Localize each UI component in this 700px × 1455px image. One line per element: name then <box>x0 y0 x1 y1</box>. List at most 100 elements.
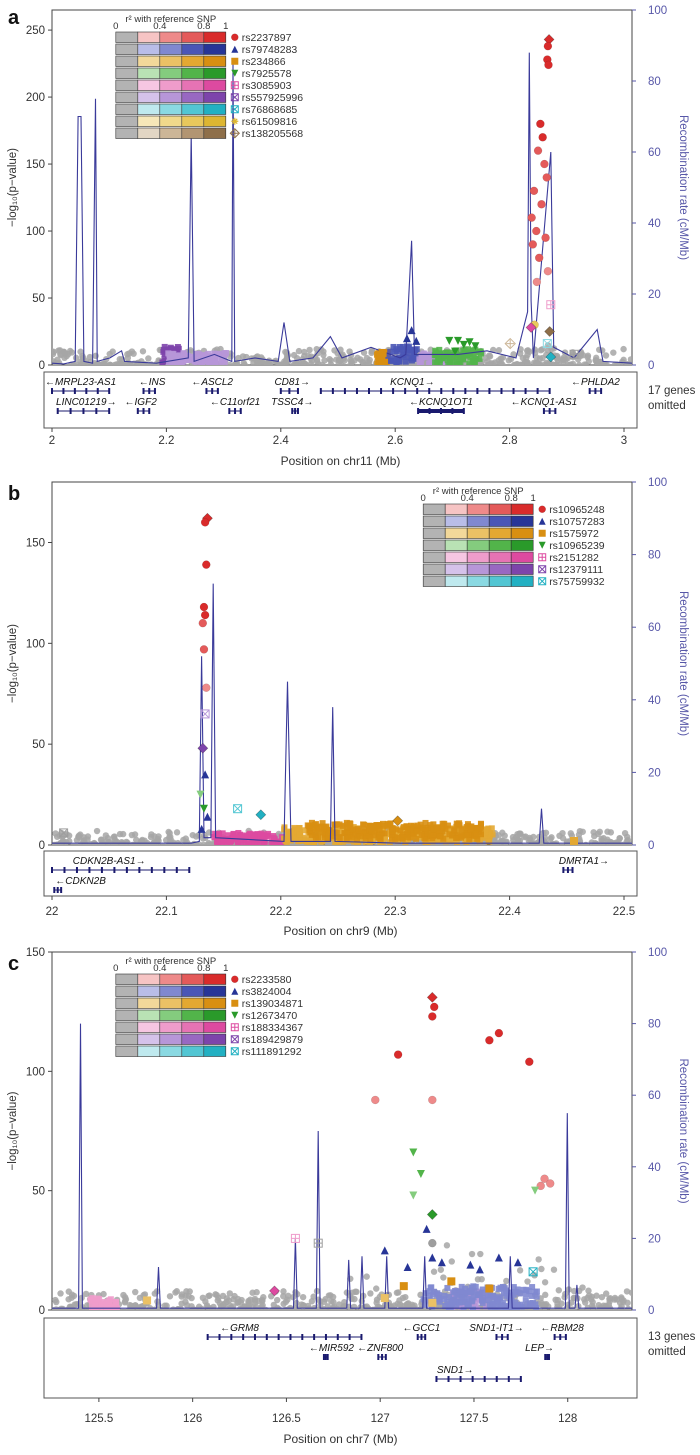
background-snp <box>542 829 550 836</box>
snp-point <box>454 336 462 345</box>
legend-marker <box>231 57 239 65</box>
legend-marker-cross <box>231 81 239 89</box>
y-tick-label: 100 <box>26 638 45 650</box>
ld-cluster-snp <box>385 352 392 359</box>
gene: ←ZNF800 <box>357 1343 404 1360</box>
ld-cluster-snp <box>477 831 484 838</box>
ld-cluster-snp <box>238 833 245 840</box>
snp-point <box>426 991 438 1003</box>
gene-track-frame <box>43 1317 638 1399</box>
ld-cluster-snp <box>264 832 271 839</box>
legend-swatch <box>137 127 161 139</box>
ld-cluster-snp <box>384 820 391 827</box>
gene: KCNQ1→ <box>319 377 551 394</box>
y-axis-label: −log₁₀(p−value) <box>7 148 19 227</box>
legend-swatch <box>159 115 183 127</box>
snp-point <box>504 337 516 350</box>
background-snp <box>132 836 140 844</box>
snp-point <box>543 41 553 51</box>
background-snp <box>477 1250 484 1258</box>
gene-exon <box>100 867 103 873</box>
y2-tick-label: 60 <box>648 1090 661 1102</box>
gene-exon <box>51 388 53 394</box>
gene-exon <box>392 388 395 394</box>
ld-cluster-snp <box>296 834 303 841</box>
ld-cluster-snp <box>453 839 460 845</box>
background-snp <box>214 1297 221 1304</box>
ld-cluster-snp <box>473 832 480 839</box>
legend-marker <box>538 541 546 549</box>
ld-cluster-snp <box>319 820 326 827</box>
snp-point <box>570 836 578 845</box>
panel-c: c 0 50 100 150 0 20 40 60 80 100 −log₁₀(p−value) Rec… <box>7 947 696 1446</box>
background-snp <box>607 829 615 836</box>
legend-swatch <box>181 1033 205 1045</box>
ld-cluster-snp <box>441 352 448 359</box>
snp-point <box>199 804 208 813</box>
legend-swatch <box>159 127 183 139</box>
legend-swatch <box>488 503 512 515</box>
background-snp <box>58 1305 65 1310</box>
background-snp <box>335 1301 343 1308</box>
ld-cluster-snp <box>512 1289 519 1296</box>
background-snp <box>514 836 522 843</box>
y-tick-label: 0 <box>39 360 45 372</box>
legend-swatch <box>510 563 534 575</box>
snp-point <box>528 240 538 249</box>
snp-point <box>199 602 209 612</box>
ld-cluster-snp <box>522 1303 529 1310</box>
ld-cluster-snp <box>320 825 327 832</box>
legend-swatch <box>181 103 205 115</box>
ld-cluster-snp <box>219 830 226 837</box>
ld-cluster-snp <box>368 828 375 835</box>
background-snp <box>86 353 94 361</box>
background-snp <box>132 1288 139 1296</box>
ld-cluster-snp <box>215 350 222 357</box>
snp-point-box <box>200 709 210 719</box>
ld-cluster-snp <box>422 354 429 361</box>
background-snp <box>147 833 155 841</box>
legend-marker-box <box>538 565 547 574</box>
ld-cluster-snp <box>212 356 219 363</box>
snp-point <box>200 709 210 719</box>
background-snp <box>223 1295 231 1302</box>
ld-cluster-snp <box>378 359 385 365</box>
y-tick-label: 50 <box>32 293 45 305</box>
snp-point-box <box>542 339 552 349</box>
gene-exon <box>451 408 454 414</box>
legend-marker-cross <box>538 553 546 561</box>
gene-exon <box>153 388 156 394</box>
ld-cluster-snp <box>98 1302 105 1309</box>
ld-cluster-snp <box>457 1288 464 1295</box>
gene-exon <box>324 1354 327 1360</box>
background-snp <box>549 361 557 365</box>
background-snp <box>174 1306 182 1310</box>
legend-swatch <box>488 527 512 539</box>
y2-tick-label: 20 <box>648 1233 661 1245</box>
ld-cluster-snp <box>424 838 431 845</box>
ld-cluster-snp <box>408 346 415 353</box>
gene-exon <box>95 408 98 414</box>
recombination-rate-line <box>52 52 632 365</box>
y2-tick-label: 100 <box>648 5 667 17</box>
ld-cluster-snp <box>422 819 429 826</box>
legend-entry-label: rs139034871 <box>242 998 303 1010</box>
ld-cluster-snp <box>279 839 286 845</box>
legend-marker <box>231 117 239 125</box>
ld-cluster-snp <box>447 836 454 843</box>
ld-cluster-snp <box>467 354 474 361</box>
ld-cluster-snp <box>394 834 401 841</box>
legend-marker <box>230 1047 239 1056</box>
ld-cluster-snp <box>442 1303 449 1310</box>
ld-cluster-snp <box>479 1286 486 1293</box>
gene-exon <box>205 388 208 394</box>
background-snp <box>84 836 91 843</box>
ld-cluster-snp <box>403 350 410 357</box>
gene: LINC01219→ <box>56 397 117 414</box>
gene-exon <box>216 388 219 394</box>
legend-tick-label: 1 <box>223 963 228 974</box>
snp-point <box>494 1253 503 1262</box>
background-snp <box>495 347 503 354</box>
gene-exon <box>336 1334 339 1340</box>
